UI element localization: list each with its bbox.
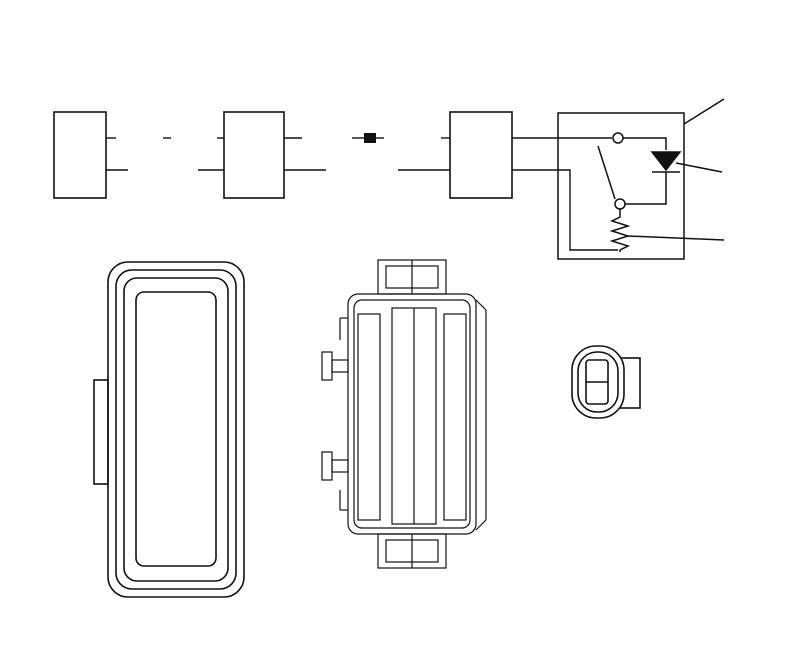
splice-connector — [364, 133, 376, 143]
connector-1814-face — [571, 345, 641, 419]
connector-1600-face — [93, 261, 245, 598]
stop-light-switch-symbol — [557, 98, 725, 260]
dcm-connector-box — [223, 111, 285, 199]
wire-lines — [106, 137, 618, 251]
sls-connector-box — [449, 111, 513, 199]
esc-connector-box — [53, 111, 107, 199]
connector-1800-face — [321, 259, 487, 569]
